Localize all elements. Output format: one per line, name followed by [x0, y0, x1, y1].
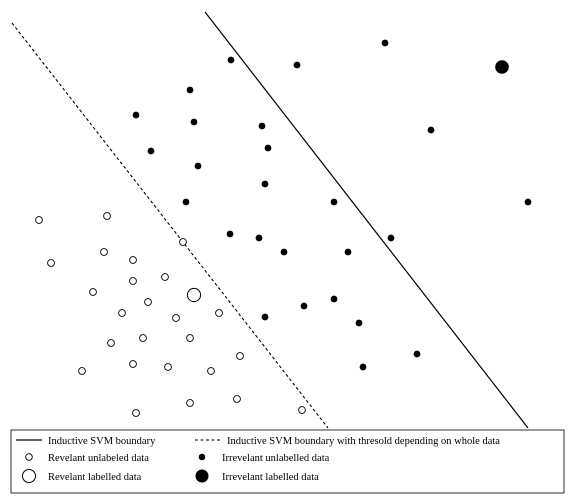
relevant-unlabeled-point — [207, 367, 215, 375]
legend-irrelevant-unlabelled-icon — [198, 453, 206, 461]
legend-relevant-labelled-label: Revelant labelled data — [48, 472, 142, 483]
relevant-unlabeled-point — [129, 360, 137, 368]
irrelevant-unlabelled-point — [255, 234, 263, 242]
relevant-unlabeled-point — [164, 363, 172, 371]
irrelevant-unlabelled-point — [227, 56, 235, 64]
legend-box — [10, 429, 565, 494]
irrelevant-unlabelled-point — [261, 180, 269, 188]
irrelevant-unlabelled-point — [182, 198, 190, 206]
irrelevant-unlabelled-point — [226, 230, 234, 238]
relevant-unlabeled-point — [78, 367, 86, 375]
relevant-unlabeled-point — [107, 339, 115, 347]
relevant-unlabeled-point — [144, 298, 152, 306]
relevant-unlabeled-point — [179, 238, 187, 246]
irrelevant-unlabelled-point — [147, 147, 155, 155]
irrelevant-unlabelled-point — [258, 122, 266, 130]
irrelevant-unlabelled-point — [280, 248, 288, 256]
irrelevant-unlabelled-point — [186, 86, 194, 94]
legend-irrelevant-labelled-label: Irrevelant labelled data — [222, 472, 319, 483]
relevant-unlabeled-point — [129, 277, 137, 285]
legend-relevant-labelled-icon — [22, 469, 36, 483]
relevant-unlabeled-point — [172, 314, 180, 322]
relevant-unlabeled-point — [298, 406, 306, 414]
irrelevant-unlabelled-point — [355, 319, 363, 327]
irrelevant-unlabelled-point — [344, 248, 352, 256]
legend-relevant-unlabeled-icon — [25, 453, 33, 461]
irrelevant-unlabelled-point — [194, 162, 202, 170]
relevant-unlabeled-point — [47, 259, 55, 267]
relevant-unlabeled-point — [100, 248, 108, 256]
relevant-unlabeled-point — [35, 216, 43, 224]
legend-dashed-line-label: Inductive SVM boundary with thresold dep… — [227, 436, 500, 447]
irrelevant-unlabelled-point — [293, 61, 301, 69]
relevant-unlabeled-point — [186, 399, 194, 407]
irrelevant-unlabelled-point — [381, 39, 389, 47]
relevant-unlabeled-point — [186, 334, 194, 342]
relevant-unlabeled-point — [132, 409, 140, 417]
legend-solid-line-label: Inductive SVM boundary — [48, 436, 156, 447]
relevant-unlabeled-point — [215, 309, 223, 317]
relevant-unlabeled-point — [139, 334, 147, 342]
relevant-unlabeled-point — [236, 352, 244, 360]
scatter-diagram — [11, 11, 532, 428]
irrelevant-unlabelled-point — [427, 126, 435, 134]
irrelevant-unlabelled-point — [524, 198, 532, 206]
relevant-unlabeled-point — [129, 256, 137, 264]
relevant-unlabeled-point — [233, 395, 241, 403]
irrelevant-unlabelled-point — [300, 302, 308, 310]
irrelevant-unlabelled-point — [264, 144, 272, 152]
irrelevant-unlabelled-point — [330, 295, 338, 303]
irrelevant-unlabelled-point — [190, 118, 198, 126]
relevant-unlabeled-point — [118, 309, 126, 317]
legend-irrelevant-unlabelled-label: Irrevelant unlabelled data — [222, 453, 330, 464]
relevant-unlabeled-point — [89, 288, 97, 296]
irrelevant-unlabelled-point — [261, 313, 269, 321]
irrelevant-labelled-point — [495, 60, 509, 74]
data-points — [35, 39, 532, 417]
irrelevant-unlabelled-point — [330, 198, 338, 206]
irrelevant-unlabelled-point — [387, 234, 395, 242]
irrelevant-unlabelled-point — [413, 350, 421, 358]
legend-irrelevant-labelled-icon — [195, 469, 209, 483]
relevant-labelled-point — [186, 287, 202, 303]
relevant-unlabeled-point — [103, 212, 111, 220]
irrelevant-unlabelled-point — [359, 363, 367, 371]
legend-relevant-unlabeled-label: Revelant unlabeled data — [48, 453, 149, 464]
inductive-svm-boundary-line — [204, 11, 529, 428]
irrelevant-unlabelled-point — [132, 111, 140, 119]
relevant-unlabeled-point — [161, 273, 169, 281]
